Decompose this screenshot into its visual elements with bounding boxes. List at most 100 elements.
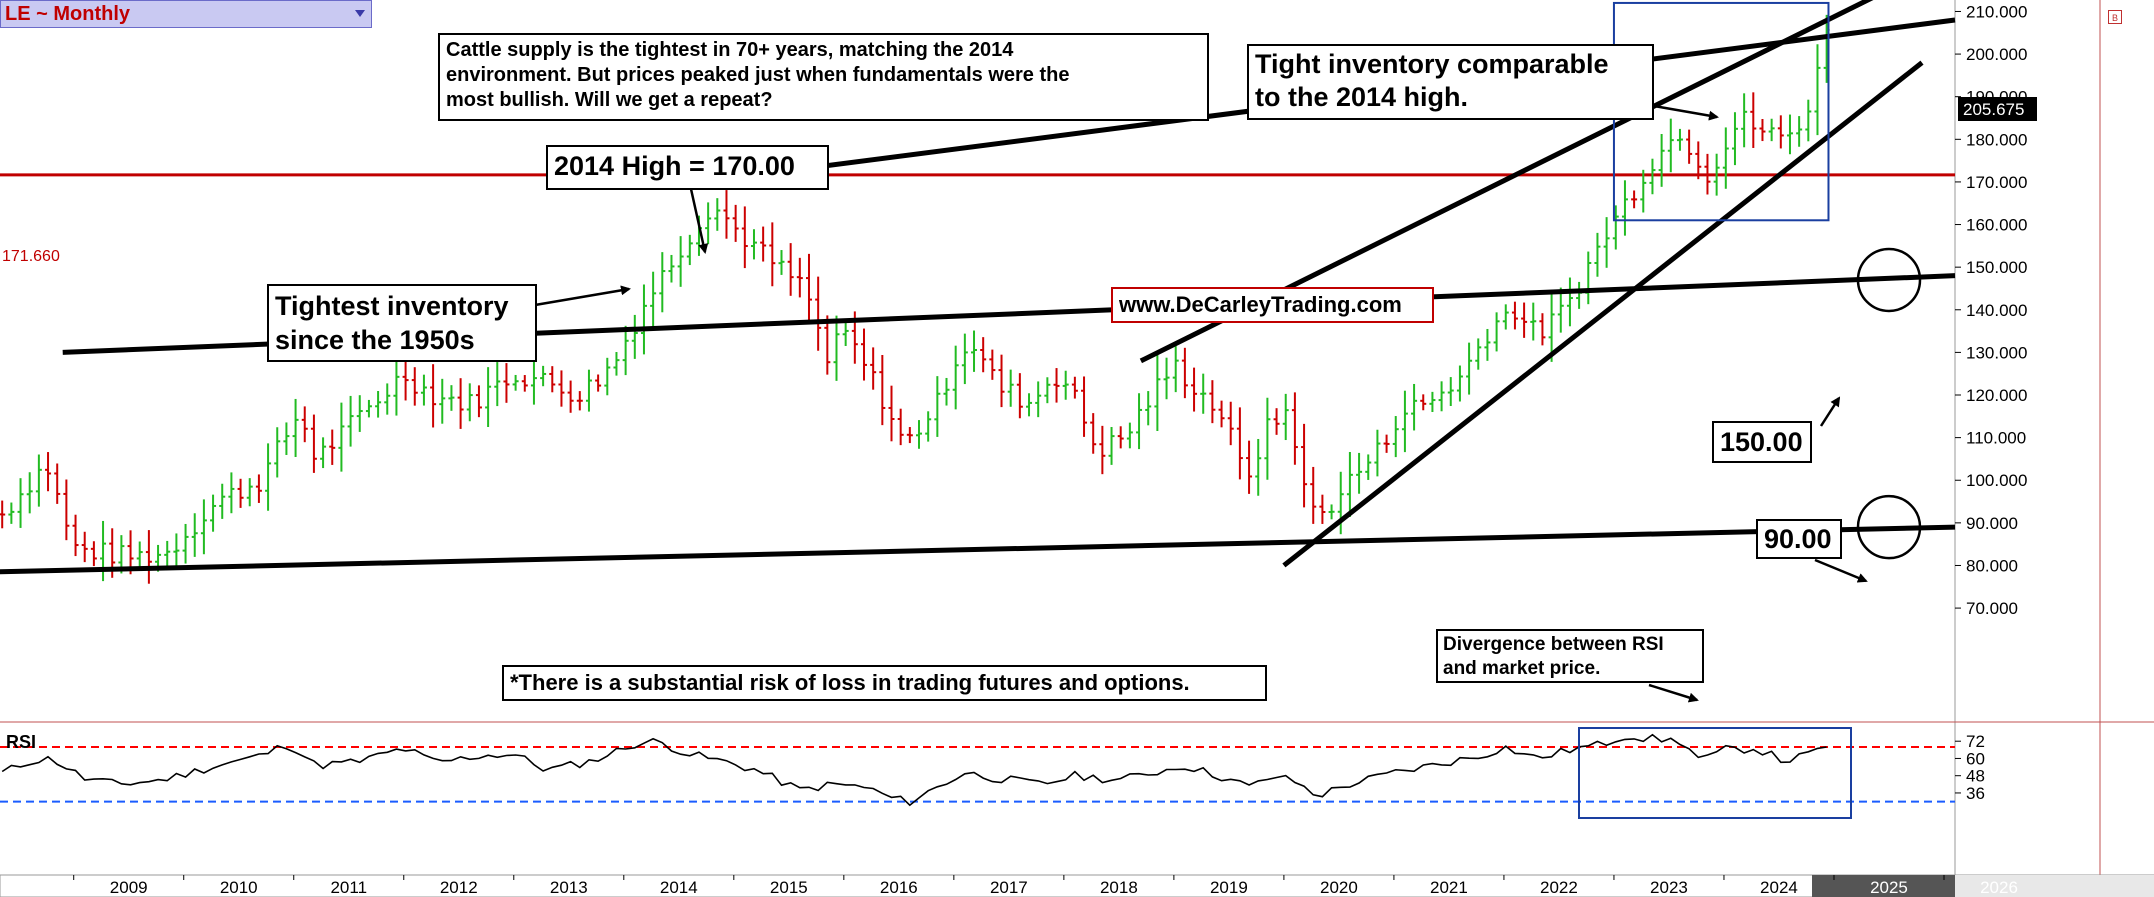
time-tick-label: 2016 (880, 878, 918, 897)
price-bar (833, 315, 840, 381)
price-bar (567, 380, 574, 413)
price-bar (1081, 376, 1088, 437)
price-bar (934, 376, 941, 437)
price-bar (888, 385, 895, 442)
price-bar (1796, 116, 1803, 147)
price-bar (1713, 153, 1720, 196)
price-bar (558, 370, 565, 407)
time-axis-strip (0, 874, 2154, 897)
price-bar (1209, 380, 1216, 424)
price-bar (457, 378, 464, 429)
price-bar (677, 236, 684, 287)
price-bar (631, 314, 638, 359)
symbol-select[interactable]: LE ~ Monthly (0, 0, 372, 28)
price-bar (1264, 397, 1271, 480)
price-bar (1071, 376, 1078, 399)
price-tick-label: 130.000 (1966, 343, 2027, 362)
price-bar (659, 252, 666, 313)
price-bar (164, 540, 171, 566)
price-bar (17, 478, 24, 528)
divergence-box: Divergence between RSI and market price. (1436, 629, 1704, 683)
trendline (0, 524, 1956, 575)
price-bar (1172, 346, 1179, 393)
tight-inventory-box: Tight inventory comparable to the 2014 h… (1247, 44, 1654, 120)
price-bar (961, 333, 968, 385)
price-bar (237, 478, 244, 508)
price-bar (475, 385, 482, 418)
price-bar (466, 383, 473, 422)
price-bar (760, 226, 767, 262)
price-bar (45, 452, 52, 492)
price-bar (8, 502, 15, 524)
price-bar (998, 354, 1005, 408)
price-bar (72, 514, 79, 557)
price-tick-label: 80.000 (1966, 556, 2018, 575)
price-bar (686, 234, 693, 266)
price-bar (356, 395, 363, 432)
price-bar (1429, 391, 1436, 412)
price-bar (805, 253, 812, 324)
price-bar (503, 363, 510, 403)
price-bar (1016, 373, 1023, 419)
price-bar (1594, 232, 1601, 277)
time-tick-label: 2022 (1540, 878, 1578, 897)
price-bar (1218, 400, 1225, 428)
time-tick-label: 2023 (1650, 878, 1688, 897)
price-bar (1246, 440, 1253, 494)
high-2014-box: 2014 High = 170.00 (546, 145, 829, 190)
price-bar (1667, 118, 1674, 173)
price-bar (1108, 427, 1115, 465)
price-bar (1704, 153, 1711, 195)
price-bar (778, 250, 785, 275)
price-bar (301, 406, 308, 443)
future-strip (1812, 875, 1955, 897)
price-bar (1741, 93, 1748, 148)
price-bar (1566, 277, 1573, 327)
price-bar (1374, 429, 1381, 477)
price-bar (650, 271, 657, 328)
corner-strip (1955, 875, 2154, 897)
indicator-badge-icon[interactable]: B (2108, 10, 2122, 24)
price-bar (1099, 425, 1106, 475)
price-bar (604, 357, 611, 396)
price-bar (420, 374, 427, 406)
arrow (1814, 558, 1868, 583)
price-bar (980, 337, 987, 373)
price-bar (1145, 391, 1152, 426)
price-bar (265, 443, 272, 511)
price-bar (145, 530, 152, 584)
axis-ticks: 70.000 80.000 90.000 100.000 110.000 120.000 1… (73, 2, 2027, 897)
price-bar (173, 533, 180, 569)
rsi-tick-label: 60 (1966, 749, 1985, 768)
price-bar (274, 427, 281, 478)
price-bar (393, 357, 400, 416)
price-bar (1521, 302, 1528, 338)
price-tick-label: 170.000 (1966, 173, 2027, 192)
website-box: www.DeCarleyTrading.com (1111, 287, 1434, 323)
price-bar (485, 367, 492, 428)
chevron-down-icon[interactable] (355, 10, 365, 17)
price-bar (1319, 494, 1326, 524)
time-tick-label: 2024 (1760, 878, 1798, 897)
level-90-box: 90.00 (1756, 519, 1842, 559)
arrow (1819, 396, 1841, 427)
price-bar (824, 315, 831, 375)
price-bar (1035, 381, 1042, 418)
rsi-tick-label: 48 (1966, 767, 1985, 786)
rsi-panel (0, 733, 1955, 807)
price-bar (732, 204, 739, 242)
price-tick-label: 120.000 (1966, 386, 2027, 405)
price-bar (1612, 205, 1619, 250)
price-bar (1062, 370, 1069, 400)
price-bar (1676, 128, 1683, 151)
price-bar (971, 330, 978, 372)
price-bar (1438, 381, 1445, 412)
price-bar (1401, 390, 1408, 453)
price-bar (1484, 328, 1491, 361)
price-bar (879, 354, 886, 426)
price-bar (769, 222, 776, 287)
price-bar (255, 474, 262, 503)
price-bar (1576, 281, 1583, 309)
time-tick-label: 2021 (1430, 878, 1468, 897)
